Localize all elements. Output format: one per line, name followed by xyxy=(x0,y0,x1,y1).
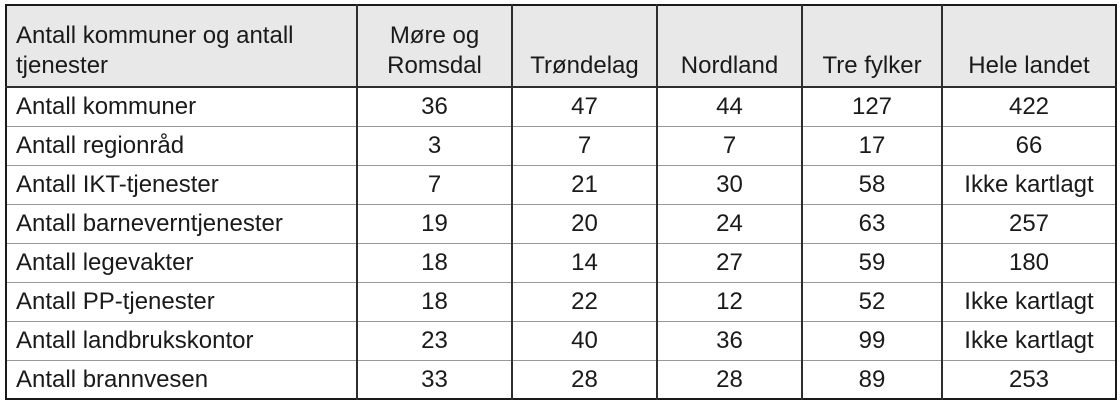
value-cell: 18 xyxy=(356,281,512,321)
value-cell: 257 xyxy=(941,203,1116,243)
column-header-trondelag: Trøndelag xyxy=(511,5,657,88)
value-cell: 30 xyxy=(656,164,802,204)
value-cell: 40 xyxy=(511,320,657,360)
column-header-tre-fylker: Tre fylker xyxy=(801,5,942,88)
column-header-nordland: Nordland xyxy=(656,5,802,88)
value-cell: 23 xyxy=(356,320,512,360)
value-cell: 36 xyxy=(356,87,512,126)
header-row: Antall kommuner og antall tjenester Møre… xyxy=(6,5,1116,88)
table-row: Antall landbrukskontor 23 40 36 99 Ikke kartl… xyxy=(6,320,1116,360)
value-cell: 66 xyxy=(941,125,1116,165)
value-cell: 27 xyxy=(656,242,802,282)
row-label: Antall kommuner xyxy=(16,93,197,121)
value-cell: Ikke kartlagt xyxy=(941,164,1116,204)
row-label: Antall landbrukskontor xyxy=(6,320,357,360)
value-cell: 18 xyxy=(356,242,512,282)
value-cell: 7 xyxy=(511,125,657,165)
table-row: Antall barneverntjenester 19 20 24 63 257 xyxy=(6,203,1116,243)
value-cell: 28 xyxy=(656,359,802,399)
value-cell: 89 xyxy=(801,359,942,399)
table-row: Antall PP-tjenester 18 22 12 52 Ikke kartlagt xyxy=(6,281,1116,321)
row-label: Antall PP-tjenester xyxy=(6,281,357,321)
value-cell: 24 xyxy=(656,203,802,243)
column-header-corner: Antall kommuner og antall tjenester xyxy=(6,5,357,88)
table-row: Antall brannvesen 33 28 28 89 253 xyxy=(6,359,1116,399)
value-cell: 36 xyxy=(656,320,802,360)
value-cell: 3 xyxy=(356,125,512,165)
value-cell: 33 xyxy=(356,359,512,399)
value-cell: 22 xyxy=(511,281,657,321)
value-cell: 12 xyxy=(656,281,802,321)
value-cell: 7 xyxy=(356,164,512,204)
row-label: Antall IKT-tjenester xyxy=(6,164,357,204)
value-cell: 253 xyxy=(941,359,1116,399)
table-row: Antall IKT-tjenester 7 21 30 58 Ikke kartlagt xyxy=(6,164,1116,204)
services-table: Antall kommuner og antall tjenester Møre… xyxy=(5,4,1117,400)
value-cell: 7 xyxy=(656,125,802,165)
value-cell: 180 xyxy=(941,242,1116,282)
value-cell: 47 xyxy=(511,87,657,126)
value-cell: 59 xyxy=(801,242,942,282)
value-cell: 422 xyxy=(941,87,1116,126)
column-header-hele-landet: Hele landet xyxy=(941,5,1116,88)
value-cell: 28 xyxy=(511,359,657,399)
table-row: Antall legevakter 18 14 27 59 180 xyxy=(6,242,1116,282)
row-label: Antall barneverntjenester xyxy=(6,203,357,243)
value-cell: Ikke kartlagt xyxy=(941,320,1116,360)
value-cell: 52 xyxy=(801,281,942,321)
value-cell: 14 xyxy=(511,242,657,282)
value-cell: 21 xyxy=(511,164,657,204)
value-cell: 99 xyxy=(801,320,942,360)
row-label: Antall legevakter xyxy=(6,242,357,282)
value-cell: 19 xyxy=(356,203,512,243)
table-row: Antall regionråd 3 7 7 17 66 xyxy=(6,125,1116,165)
value-cell: 63 xyxy=(801,203,942,243)
value-cell: 127 xyxy=(801,87,942,126)
value-cell: 20 xyxy=(511,203,657,243)
row-label: Antall brannvesen xyxy=(6,359,357,399)
column-header-more-og-romsdal: Møre og Romsdal xyxy=(356,5,512,88)
value-cell: 58 xyxy=(801,164,942,204)
value-cell: 44 xyxy=(656,87,802,126)
table-row: Antall kommuner 36 47 44 127 422 xyxy=(6,87,1116,126)
value-cell: Ikke kartlagt xyxy=(941,281,1116,321)
row-label: Antall regionråd xyxy=(6,125,357,165)
value-cell: 17 xyxy=(801,125,942,165)
